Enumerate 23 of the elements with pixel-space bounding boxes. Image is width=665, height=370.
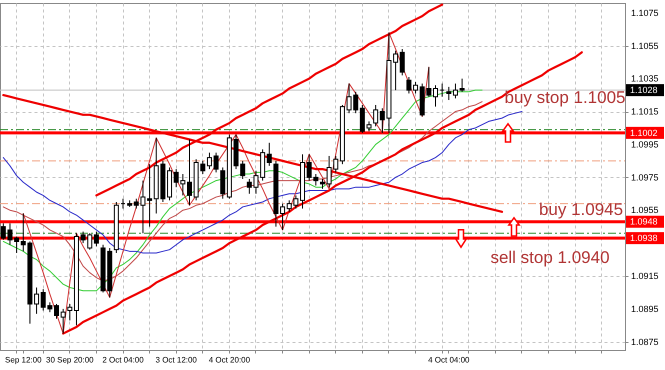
y-tick-label: 1.1015 — [631, 106, 659, 117]
x-tick-label: 4 Oct 04:00 — [428, 356, 470, 364]
x-tick-label: 4 Oct 20:00 — [208, 356, 251, 364]
annotation: sell stop 1.0940 — [490, 248, 610, 267]
y-tick-label: 1.0955 — [631, 205, 659, 216]
y-tick-label: 1.1055 — [631, 40, 659, 51]
x-tick-label: 3 Oct 12:00 — [156, 356, 198, 364]
y-tick-label: 1.1035 — [631, 74, 659, 84]
y-tick-label: 1.0875 — [631, 336, 659, 347]
annotation: buy 1.0945 — [538, 200, 624, 219]
ref-line-label: 1.1028 — [630, 85, 658, 96]
y-tick-label: 1.1075 — [631, 8, 659, 18]
ref-line-label: 1.0938 — [630, 233, 658, 244]
y-tick-label: 1.0895 — [631, 304, 659, 314]
x-tick-label: 30 Sep 20:00 — [46, 356, 94, 364]
annotation: buy stop 1.1005 — [504, 88, 626, 107]
ref-line-label: 1.1002 — [630, 128, 658, 138]
y-tick-label: 1.0975 — [631, 172, 659, 182]
x-tick-label: 2 Oct 04:00 — [102, 356, 144, 364]
x-tick-label: Sep 12:00 — [5, 356, 42, 364]
ref-line-label: 1.0948 — [630, 216, 658, 227]
y-tick-label: 1.0915 — [631, 270, 659, 281]
y-tick-label: 1.0995 — [631, 139, 659, 150]
